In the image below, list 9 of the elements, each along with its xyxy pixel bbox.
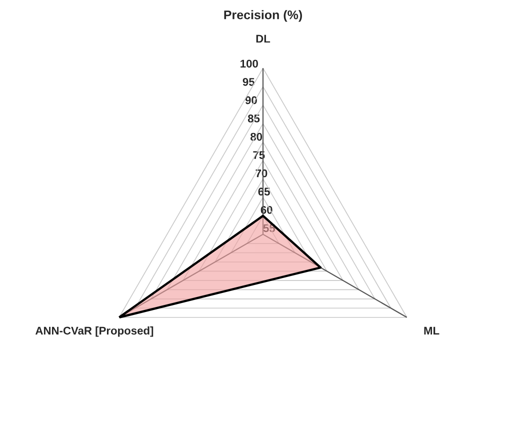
y-tick-label: 90: [245, 96, 257, 104]
y-tick-label: 80: [250, 132, 262, 141]
spoke-label: ANN-CVaR [Proposed]: [35, 326, 154, 337]
y-tick-label: 100: [240, 60, 258, 68]
spoke-label: ML: [424, 326, 440, 334]
y-tick-label: 95: [242, 78, 254, 86]
chart-title: Precision (%): [224, 10, 302, 22]
y-tick-label: 85: [248, 114, 260, 122]
spoke-label: DL: [256, 34, 270, 43]
